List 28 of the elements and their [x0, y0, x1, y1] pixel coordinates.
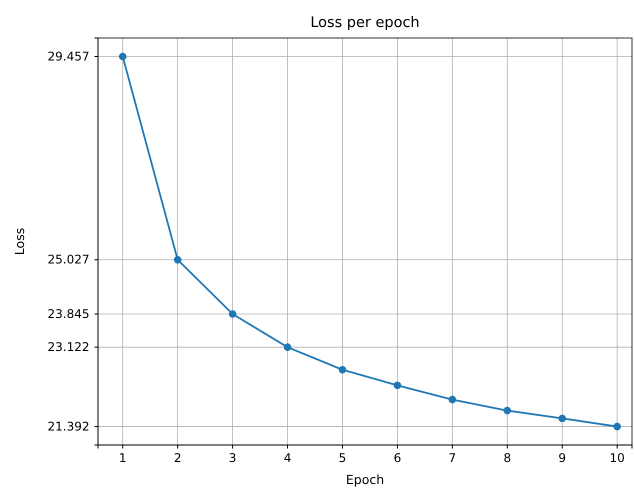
point — [228, 310, 236, 318]
x-tick-label: 5 — [338, 451, 346, 466]
point — [613, 422, 621, 430]
x-tick-label: 1 — [118, 451, 127, 466]
y-axis-title: Loss — [12, 228, 27, 256]
x-tick-label: 9 — [558, 451, 566, 466]
point — [448, 396, 456, 404]
x-tick-label: 3 — [228, 451, 236, 466]
point — [284, 343, 292, 351]
x-tick-label: 7 — [448, 451, 456, 466]
point — [558, 414, 566, 422]
y-tick-label: 23.122 — [48, 340, 90, 354]
x-tick-label: 4 — [284, 451, 292, 466]
chart-title: Loss per epoch — [310, 15, 420, 31]
x-axis-title: Epoch — [346, 472, 384, 487]
point — [118, 52, 127, 60]
point — [174, 256, 182, 264]
x-tick-label: 10 — [610, 451, 625, 466]
y-tick-label: 21.392 — [48, 419, 90, 434]
x-tick-label: 2 — [174, 451, 182, 466]
point — [504, 406, 512, 414]
x-tick-label: 6 — [394, 451, 402, 466]
y-tick-label: 29.457 — [48, 49, 90, 64]
point — [338, 366, 346, 374]
point — [394, 382, 402, 390]
y-tick-label: 23.845 — [48, 306, 90, 321]
x-tick-label: 8 — [503, 451, 512, 466]
y-tick-label: 25.027 — [48, 252, 90, 267]
